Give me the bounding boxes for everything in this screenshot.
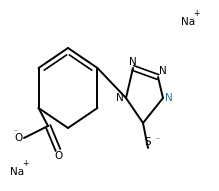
Text: Na: Na [181, 17, 195, 27]
Text: +: + [193, 9, 199, 18]
Text: O: O [54, 151, 62, 161]
Text: N: N [165, 93, 173, 103]
Text: ⁻: ⁻ [155, 135, 159, 144]
Text: Na: Na [10, 167, 24, 177]
Text: ⁻: ⁻ [13, 127, 17, 136]
Text: O: O [15, 133, 23, 143]
Text: S: S [145, 137, 151, 147]
Text: N: N [116, 93, 124, 103]
Text: N: N [129, 57, 137, 67]
Text: N: N [159, 66, 167, 76]
Text: +: + [22, 159, 28, 168]
